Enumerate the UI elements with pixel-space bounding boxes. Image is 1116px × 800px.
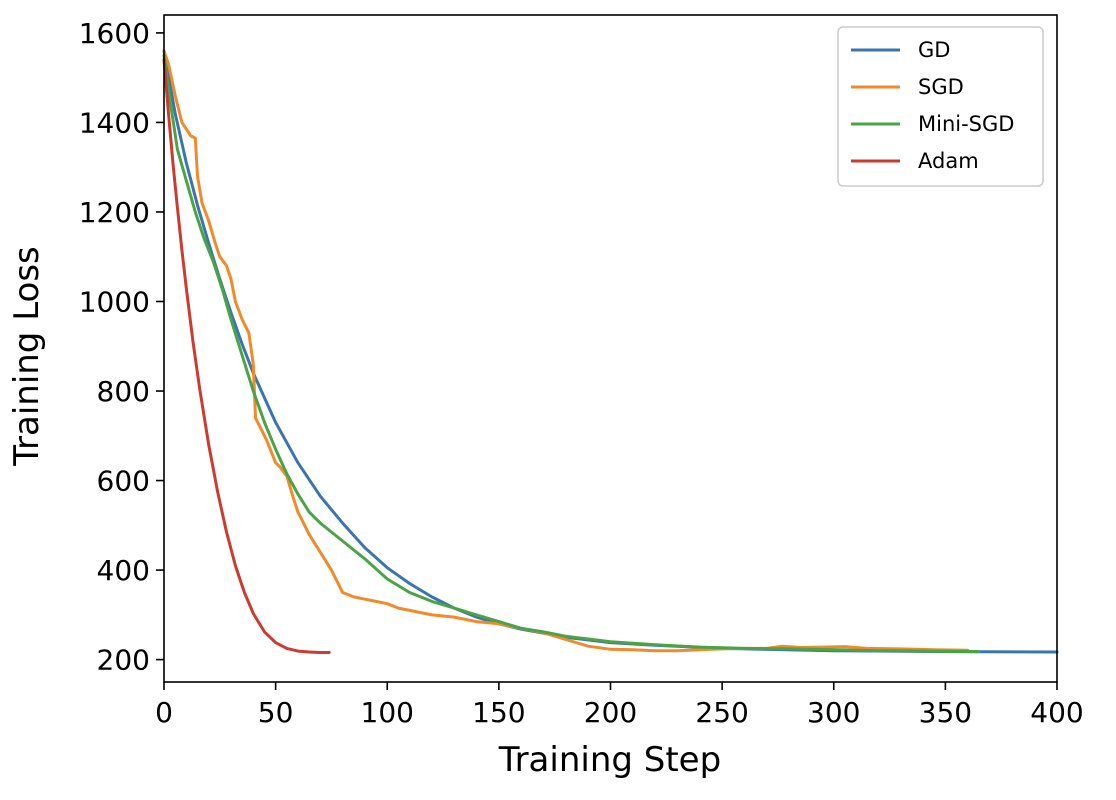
y-tick-label: 1000: [79, 285, 150, 318]
legend: GD SGD Mini-SGD Adam: [837, 26, 1044, 187]
y-tick-label: 800: [97, 375, 150, 408]
x-tick-label: 0: [155, 696, 173, 729]
x-tick-label: 50: [258, 696, 294, 729]
x-tick-label: 150: [472, 696, 525, 729]
y-tick-label: 200: [97, 644, 150, 677]
legend-label-gd: GD: [918, 38, 950, 62]
legend-box: [837, 26, 1044, 187]
series-line-adam: [162, 58, 331, 654]
y-tick-label: 1200: [79, 196, 150, 229]
plot-lines: [162, 49, 1059, 654]
x-tick-label: 300: [807, 696, 860, 729]
x-tick-label: 200: [584, 696, 637, 729]
x-axis-ticks: 0 50 100 150 200 250 300 350 400: [155, 682, 1084, 729]
y-tick-label: 1600: [79, 17, 150, 50]
y-axis-ticks: 200 400 600 800 1000 1200 1400 1600: [79, 17, 164, 677]
x-tick-label: 350: [919, 696, 972, 729]
y-tick-label: 1400: [79, 106, 150, 139]
y-tick-label: 600: [97, 465, 150, 498]
legend-label-adam: Adam: [918, 149, 979, 173]
x-axis-label: Training Step: [498, 740, 721, 780]
x-tick-label: 400: [1030, 696, 1083, 729]
y-axis-label: Training Loss: [7, 246, 47, 467]
y-tick-label: 400: [97, 554, 150, 587]
legend-label-mini-sgd: Mini-SGD: [918, 112, 1014, 136]
legend-label-sgd: SGD: [918, 75, 964, 99]
x-tick-label: 250: [695, 696, 748, 729]
x-tick-label: 100: [361, 696, 414, 729]
series-line-mini-sgd: [162, 53, 981, 654]
